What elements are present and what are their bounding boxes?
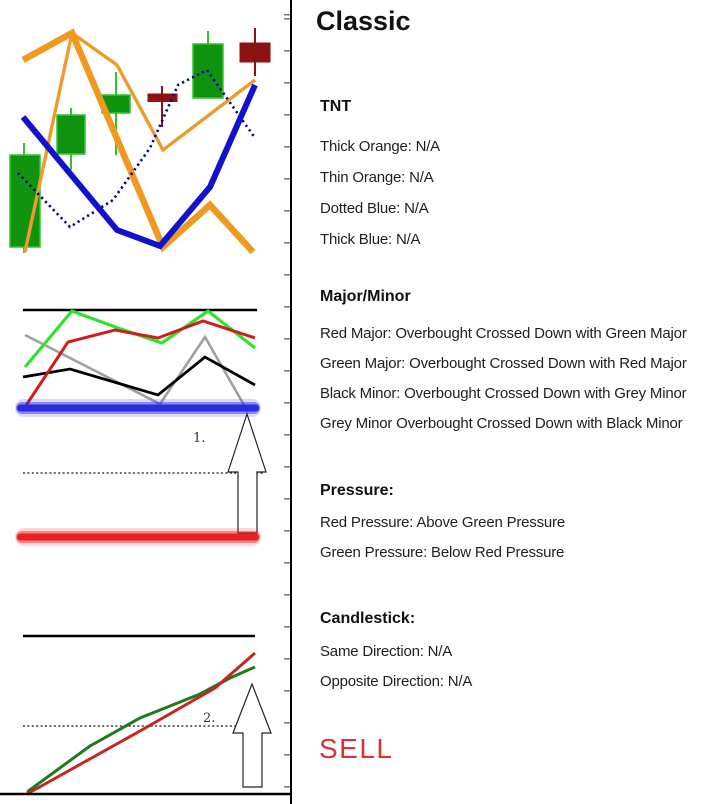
thin-orange-line [23,30,257,253]
dotted-blue-line [17,68,257,229]
grey-minor-line [24,333,250,413]
bearish-candle-icon [239,28,271,76]
status-line-green-pressure: Green Pressure: Below Red Pressure [320,544,565,561]
section-heading-candlestick: Candlestick: [320,610,416,627]
legend-graphics-panel: 1. 2. [0,0,292,804]
step-1-annotation: 1. [193,431,206,446]
section-major-minor: Major/Minor Red Major: Overbought Crosse… [320,288,687,439]
ruler-ticks [284,0,290,804]
section-heading-major-minor: Major/Minor [320,288,411,305]
status-line-grey-minor: Grey Minor Overbought Crossed Down with … [320,415,683,432]
red-pressure-line [26,651,256,796]
major-minor-preview-chart [15,308,267,546]
section-tnt: TNT Thick Orange: N/A Thin Orange: N/A D… [320,98,440,255]
legend-graphics [0,28,292,796]
status-line-thick-blue: Thick Blue: N/A [320,231,421,248]
status-line-same-direction: Same Direction: N/A [320,643,453,660]
tnt-preview-chart [9,28,271,255]
up-arrow-icon [227,412,267,534]
section-candlestick: Candlestick: Same Direction: N/A Opposit… [320,610,472,697]
green-pressure-line [26,665,256,794]
green-major-line [23,309,256,369]
step-2-annotation: 2. [203,711,216,726]
red-pressure-bar [15,528,261,546]
up-arrow-icon [232,682,272,788]
bullish-candle-icon [56,108,86,170]
status-line-thin-orange: Thin Orange: N/A [320,169,434,186]
blue-pressure-bar [15,399,261,417]
section-heading-tnt: TNT [320,98,352,115]
signal-badge: SELL [319,733,394,764]
bullish-candle-icon [192,31,224,99]
status-line-thick-orange: Thick Orange: N/A [320,138,440,155]
pressure-trend-preview-chart [0,634,292,796]
status-line-opposite-direction: Opposite Direction: N/A [320,673,473,690]
status-line-dotted-blue: Dotted Blue: N/A [320,200,429,217]
status-line-red-major: Red Major: Overbought Crossed Down with … [320,325,687,342]
page-title: Classic [316,6,411,36]
status-line-black-minor: Black Minor: Overbought Crossed Down wit… [320,385,687,402]
panel-divider [290,0,292,804]
thick-blue-line [20,83,258,250]
red-major-line [21,319,256,411]
black-minor-line [22,355,256,397]
section-heading-pressure: Pressure: [320,482,394,499]
section-pressure: Pressure: Red Pressure: Above Green Pres… [320,482,565,568]
status-line-red-pressure: Red Pressure: Above Green Pressure [320,514,565,531]
status-line-green-major: Green Major: Overbought Crossed Down wit… [320,355,687,372]
